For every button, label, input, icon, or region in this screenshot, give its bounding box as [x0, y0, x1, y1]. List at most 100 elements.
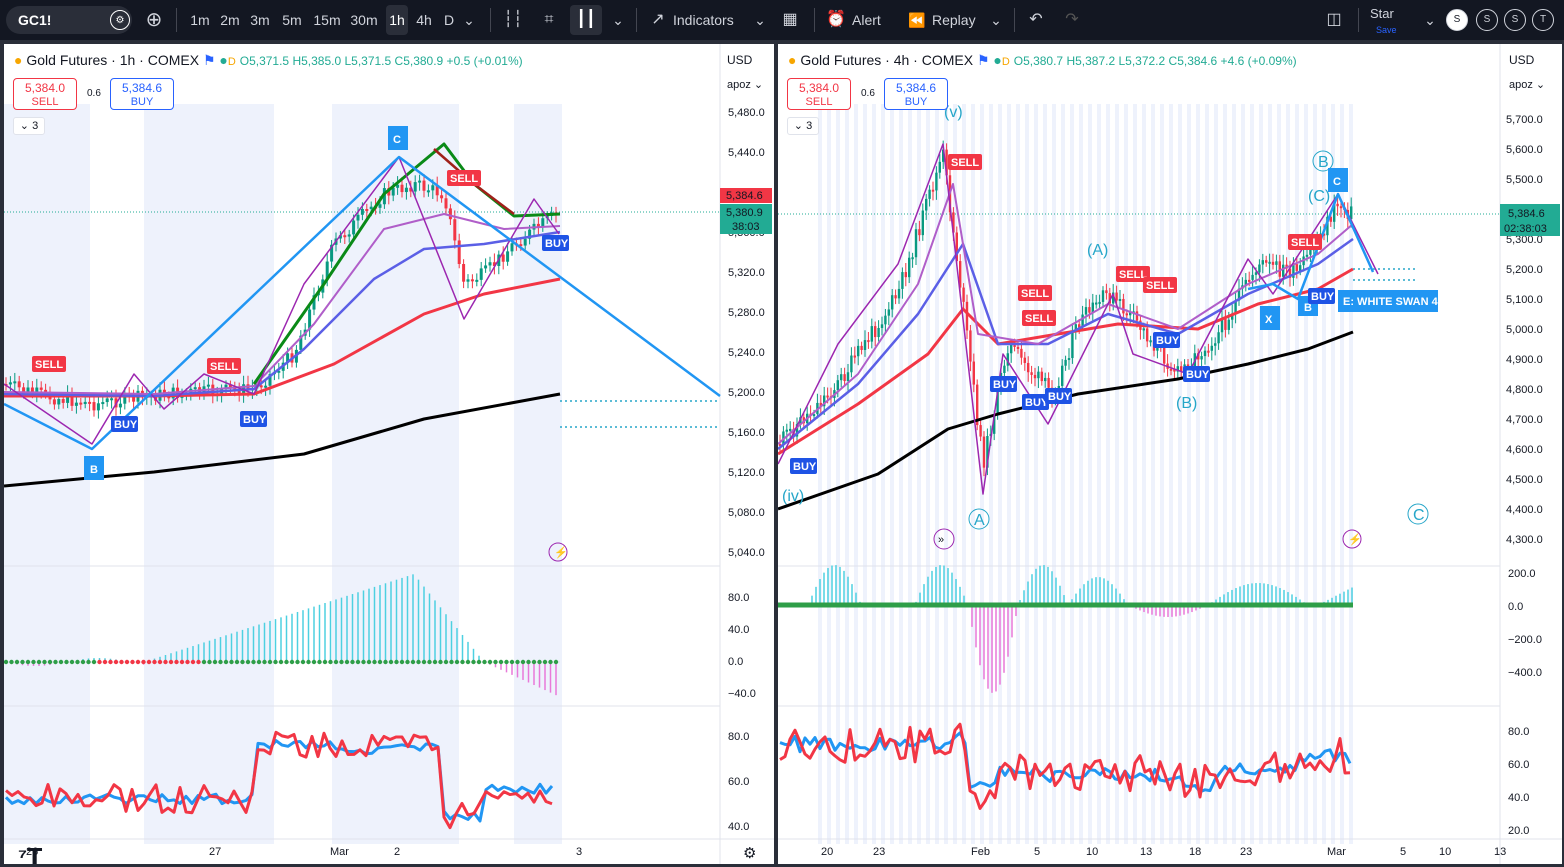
candle: [400, 184, 404, 193]
candle: [1105, 290, 1108, 294]
delayed-icon: D: [1001, 56, 1010, 68]
buy-button[interactable]: 5,384.6 BUY: [110, 78, 174, 110]
collapse-indicators-button[interactable]: ⌄ 3: [787, 117, 819, 135]
chevron-down-icon[interactable]: ⌄: [612, 12, 624, 28]
session-background: [962, 104, 966, 844]
currency-label[interactable]: USD: [727, 53, 753, 67]
zigzag-line: [778, 143, 1379, 495]
redo-icon[interactable]: ↷: [1065, 11, 1079, 28]
scale-mode[interactable]: apoz ⌄: [727, 79, 764, 91]
candle: [880, 324, 884, 328]
buy-signal-label: BUY: [545, 238, 569, 250]
chart-1h[interactable]: 5,480.05,440.05,400.05,360.05,320.05,280…: [4, 44, 774, 864]
buy-button[interactable]: 5,384.6 BUY: [884, 78, 948, 110]
scale-mode[interactable]: apoz ⌄: [1509, 79, 1546, 91]
candle: [268, 374, 272, 386]
time-tick: 5: [1400, 846, 1406, 858]
profile-icon[interactable]: S: [1504, 9, 1526, 31]
chevron-down-icon[interactable]: ⌄: [463, 12, 475, 28]
candle: [877, 327, 880, 338]
settings-icon[interactable]: ⚙: [743, 845, 757, 862]
alert-icon[interactable]: ⏰: [826, 11, 846, 28]
candle: [1146, 328, 1149, 342]
indicators-icon[interactable]: ↗: [651, 11, 665, 28]
candle: [1305, 254, 1309, 257]
session-background: [1232, 104, 1236, 844]
spread-value: 0.6: [87, 88, 101, 99]
timeframe-3m[interactable]: 3m: [250, 12, 270, 28]
candle: [1288, 268, 1292, 278]
replay-icon[interactable]: ⏪: [908, 12, 926, 28]
timeframe-2m[interactable]: 2m: [220, 12, 240, 28]
layout-icon[interactable]: ◫: [1326, 11, 1342, 28]
candle: [972, 361, 975, 385]
osc-dot: [163, 659, 168, 665]
profile-icon[interactable]: T: [1532, 9, 1554, 31]
flag-icon[interactable]: ⚑: [976, 52, 990, 68]
candle: [118, 403, 122, 408]
chevron-down-icon[interactable]: ⌄: [754, 12, 766, 28]
rsi-tick: 60.0: [1508, 759, 1529, 771]
profile-icon[interactable]: S: [1476, 9, 1498, 31]
flag-icon[interactable]: ⚑: [202, 52, 216, 68]
price-tick: 4,500.0: [1506, 474, 1543, 486]
exchange-icon: ●: [788, 52, 797, 68]
osc-dot: [328, 659, 333, 665]
chevron-down-icon[interactable]: ⌄: [1424, 12, 1436, 28]
bar-chart-icon[interactable]: ┆┆: [503, 11, 523, 28]
candle: [17, 381, 21, 388]
layout-name[interactable]: Star Save: [1370, 6, 1410, 38]
chevron-down-icon[interactable]: ⌄: [990, 12, 1002, 28]
timeframe-30m[interactable]: 30m: [350, 12, 378, 28]
layout-title: Star: [1370, 6, 1394, 21]
currency-label[interactable]: USD: [1509, 53, 1535, 67]
session-background: [1052, 104, 1056, 844]
chart-type-icon[interactable]: ⌗: [544, 11, 554, 28]
add-symbol-icon[interactable]: ⊕: [145, 9, 163, 31]
timeframe-5m[interactable]: 5m: [282, 12, 302, 28]
candle: [1088, 307, 1091, 313]
session-background: [1007, 104, 1011, 844]
session-background: [908, 104, 912, 844]
profile-icon[interactable]: S: [1446, 9, 1468, 31]
session-background: [1241, 104, 1245, 844]
undo-icon[interactable]: ↶: [1029, 11, 1043, 28]
candle: [1047, 377, 1050, 388]
sell-signal: [1288, 234, 1322, 250]
sell-signal: [1018, 285, 1052, 301]
timeframe-D[interactable]: D: [443, 12, 455, 28]
candle: [928, 189, 931, 199]
candle: [360, 209, 364, 215]
candles-icon[interactable]: ┃┃: [570, 5, 602, 35]
price-tick: 4,400.0: [1506, 504, 1543, 516]
ribbon-fast: [252, 142, 561, 385]
price-tick: 5,440.0: [728, 147, 765, 159]
session-background: [944, 104, 948, 844]
timeframe-4h[interactable]: 4h: [416, 12, 432, 28]
collapse-indicators-button[interactable]: ⌄ 3: [13, 117, 45, 135]
candle: [850, 355, 853, 373]
candle: [993, 414, 996, 434]
alert-button[interactable]: Alert: [852, 12, 881, 28]
sell-button[interactable]: 5,384.0 SELL: [787, 78, 851, 110]
chart-canvas-4h[interactable]: 5,700.05,600.05,500.05,400.05,300.05,200…: [778, 44, 1562, 864]
sell-signal-label: SELL: [951, 157, 979, 169]
sell-button[interactable]: 5,384.0 SELL: [13, 78, 77, 110]
chart-4h[interactable]: 5,700.05,600.05,500.05,400.05,300.05,200…: [778, 44, 1562, 864]
chart-canvas-1h[interactable]: 5,480.05,440.05,400.05,360.05,320.05,280…: [4, 44, 774, 864]
wave-label-b: [84, 456, 104, 480]
candle: [911, 257, 914, 260]
session-background: [899, 104, 903, 844]
templates-icon[interactable]: ▦: [782, 11, 798, 28]
candle: [413, 182, 417, 192]
timeframe-15m[interactable]: 15m: [313, 12, 341, 28]
replay-button[interactable]: Replay: [932, 12, 976, 28]
timeframe-1m[interactable]: 1m: [190, 12, 210, 28]
candle: [1322, 233, 1326, 236]
symbol-info-icon[interactable]: ⚙: [110, 10, 130, 30]
price-tick: 5,120.0: [728, 467, 765, 479]
session-background: [1349, 104, 1353, 844]
indicators-button[interactable]: Indicators: [673, 12, 734, 28]
session-background: [1259, 104, 1263, 844]
timeframe-1h[interactable]: 1h: [386, 5, 408, 35]
